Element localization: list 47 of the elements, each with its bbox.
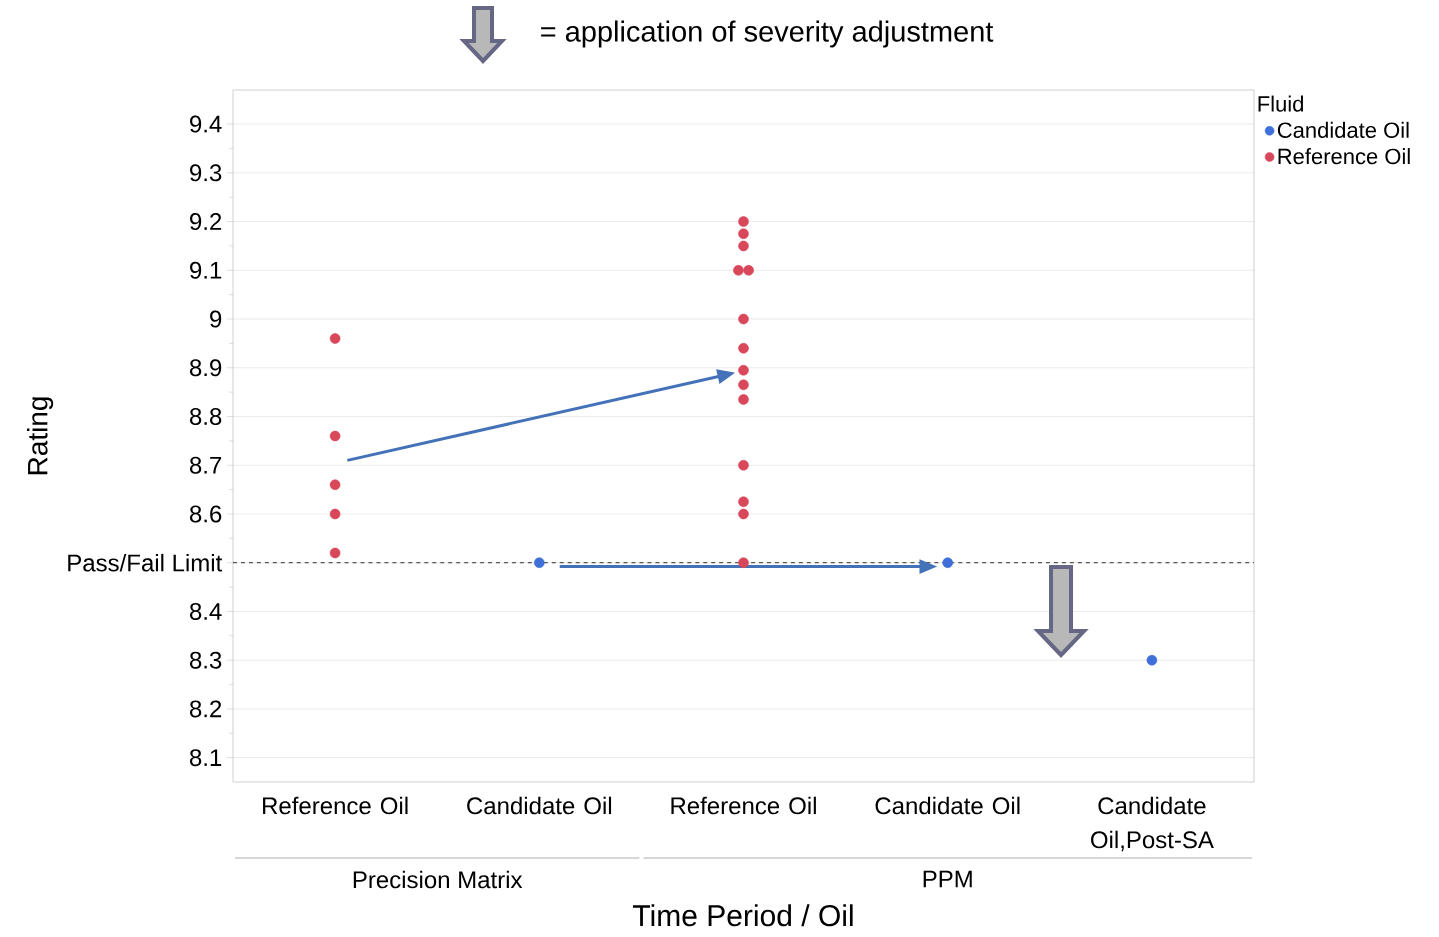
- y-tick-label: 8.3: [189, 651, 222, 669]
- y-tick-label: 9.3: [190, 164, 222, 182]
- y-tick-label: 8.9: [189, 359, 222, 377]
- point: [738, 508, 749, 520]
- y-tick-label: 9.1: [190, 261, 222, 279]
- point: [329, 479, 341, 490]
- point: [329, 547, 341, 559]
- point: [738, 379, 749, 391]
- y-tick-label: 9.4: [190, 115, 222, 133]
- point: [738, 364, 749, 376]
- point: [534, 557, 545, 568]
- text: Precision Matrix: [353, 870, 523, 889]
- y-tick-label: 8.7: [189, 456, 222, 474]
- y-tick-label: 8.1: [189, 749, 222, 767]
- y-tick-label: 8.4: [189, 602, 222, 620]
- point: [942, 557, 953, 568]
- point: [738, 240, 749, 252]
- point: [738, 228, 749, 240]
- chart-title: = application of severity adjustment: [541, 20, 994, 48]
- y-tick-label: 8.2: [189, 700, 222, 718]
- y-tick-label: 8.6: [189, 505, 222, 523]
- point: [738, 343, 749, 354]
- legend-label: Candidate Oil: [1277, 121, 1409, 138]
- point: [329, 508, 341, 520]
- y-tick-label: 9: [210, 310, 222, 328]
- x-axis-title: Time Period / Oil: [633, 904, 853, 927]
- legend-title: Fluid: [1258, 95, 1303, 112]
- point: [1146, 654, 1158, 666]
- y-tick-label: 8.8: [189, 408, 222, 425]
- point: [738, 394, 749, 405]
- x-tick-label: Candidate Oil: [467, 796, 612, 815]
- y-axis-title: Rating: [27, 397, 54, 475]
- point: [738, 216, 749, 227]
- point: [329, 430, 341, 442]
- point: [738, 496, 749, 508]
- x-tick-label: Candidate Oil,Post-SA: [1091, 796, 1214, 852]
- point: [329, 333, 341, 344]
- legend-label: Reference Oil: [1278, 148, 1410, 165]
- y-tick-label: 9.2: [190, 213, 222, 231]
- point: [738, 459, 749, 471]
- x-tick-label: Candidate Oil: [875, 796, 1020, 815]
- y-tick-label: Pass/Fail Limit: [68, 553, 223, 572]
- point: [738, 313, 749, 325]
- point: [738, 557, 749, 568]
- x-tick-label: Reference Oil: [263, 796, 408, 815]
- text: PPM: [923, 870, 972, 888]
- x-tick-label: Reference Oil: [671, 796, 816, 815]
